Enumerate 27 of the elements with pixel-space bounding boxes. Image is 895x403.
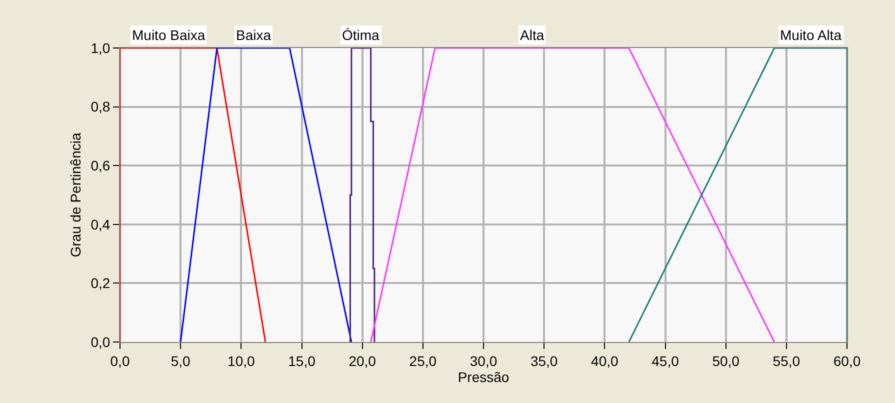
y-tick-label: 0,2 [90, 275, 110, 292]
y-tick-label: 0,4 [90, 216, 110, 232]
y-tick-label: 0,8 [90, 98, 110, 115]
x-tick-label: 0,0 [110, 352, 130, 369]
x-tick-label: 25,0 [409, 352, 437, 369]
series-label: Muito Baixa [132, 27, 206, 43]
y-axis-title: Grau de Pertinência [67, 132, 84, 258]
series-label: Ótima [342, 27, 380, 43]
x-tick-label: 10,0 [228, 352, 256, 369]
line-series [349, 48, 376, 342]
x-tick-label: 20,0 [348, 352, 376, 369]
x-axis-title: Pressão [458, 368, 510, 385]
x-tick-label: 5,0 [170, 352, 191, 369]
x-tick-label: 55,0 [772, 352, 800, 369]
x-tick-label: 60,0 [833, 352, 861, 369]
x-tick-label: 50,0 [712, 352, 740, 369]
series-label: Alta [520, 27, 544, 43]
y-tick-label: 1,0 [90, 40, 110, 56]
x-tick-label: 15,0 [288, 352, 316, 369]
x-tick-label: 40,0 [591, 352, 619, 369]
y-tick-label: 0,6 [90, 158, 110, 174]
series-label: Muito Alta [780, 27, 842, 43]
x-tick-label: 30,0 [470, 352, 498, 369]
x-tick-label: 45,0 [652, 352, 680, 369]
y-tick-label: 0,0 [90, 334, 110, 350]
series-label: Baixa [236, 27, 272, 43]
x-tick-label: 35,0 [530, 352, 558, 369]
